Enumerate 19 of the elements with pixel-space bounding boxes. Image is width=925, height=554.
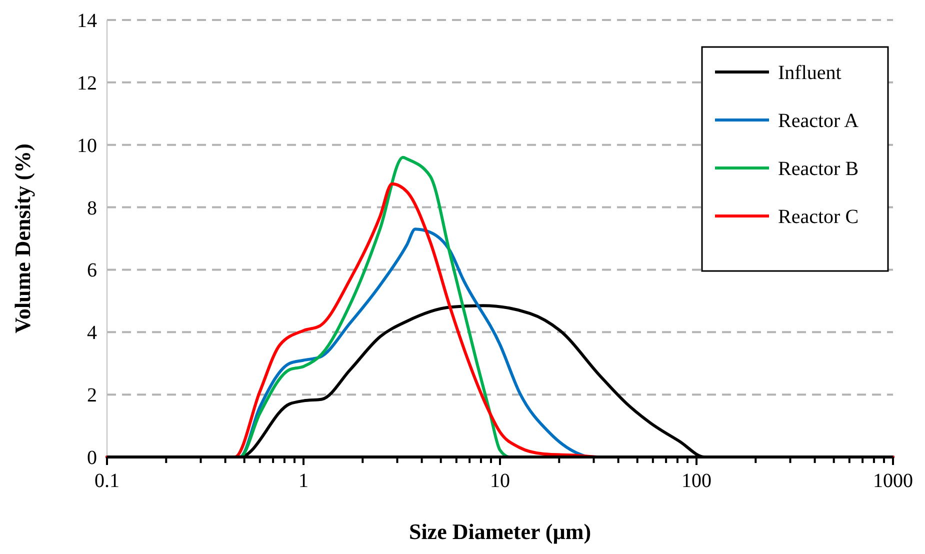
y-axis-title: Volume Density (%)	[10, 144, 35, 334]
x-tick-label: 1000	[873, 470, 913, 492]
x-tick-label: 1	[298, 470, 308, 492]
legend-label: Reactor A	[778, 110, 860, 132]
y-tick-label: 14	[77, 10, 97, 32]
y-tick-label: 10	[77, 134, 97, 157]
y-tick-label: 4	[87, 322, 97, 344]
y-tick-label: 12	[77, 72, 97, 94]
x-tick-label: 100	[682, 470, 712, 492]
legend-label: Reactor B	[778, 158, 859, 180]
x-tick-label: 0.1	[94, 470, 120, 492]
y-tick-label: 6	[87, 260, 97, 282]
x-tick-label: 10	[490, 470, 510, 492]
y-tick-label: 0	[87, 447, 97, 469]
y-tick-label: 2	[87, 384, 97, 407]
y-tick-label: 8	[87, 197, 97, 220]
legend-label: Influent	[778, 62, 842, 84]
legend-label: Reactor C	[778, 206, 859, 228]
x-axis-title: Size Diameter (µm)	[408, 519, 592, 544]
